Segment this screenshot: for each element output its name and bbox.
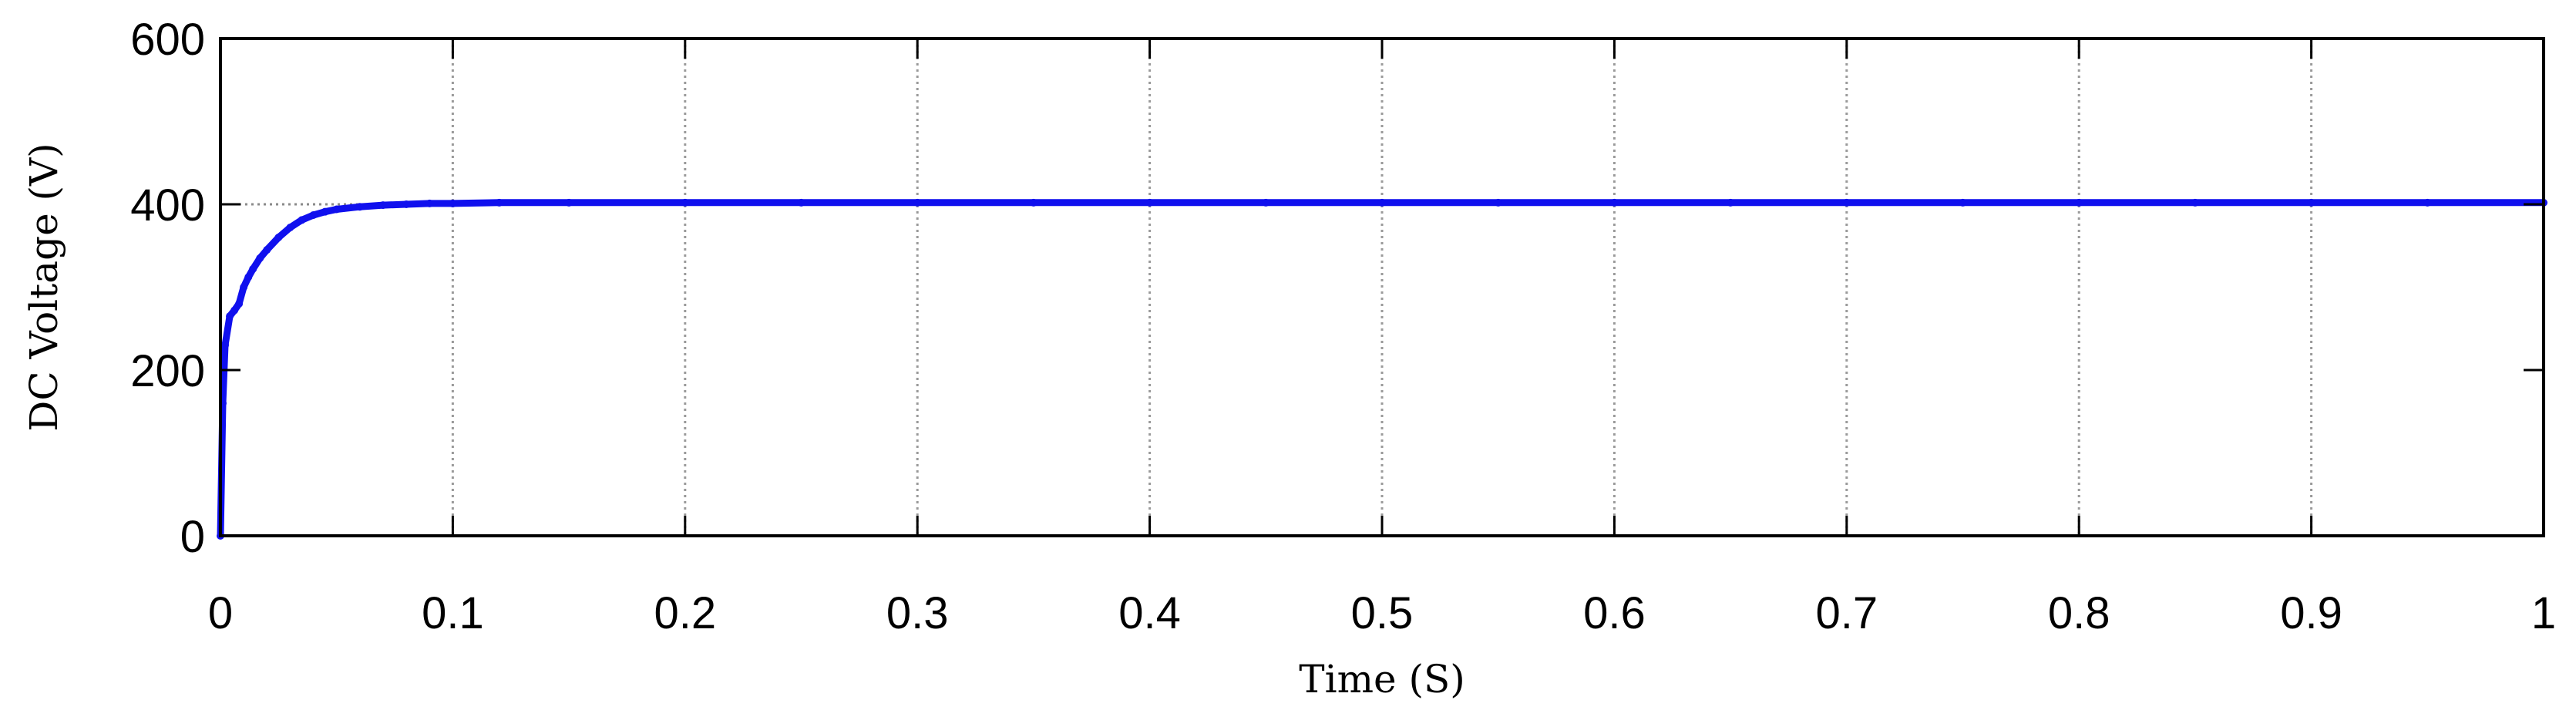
series-0-point-3 — [226, 312, 234, 321]
y-axis-label: DC Voltage (V) — [22, 143, 66, 431]
series-0-point-11 — [274, 234, 283, 241]
y-tick-label-0: 0 — [180, 512, 205, 562]
series-0-point-9 — [256, 254, 264, 262]
x-tick-label-0: 0 — [208, 588, 233, 638]
series-0-point-5 — [235, 300, 244, 308]
x-tick-label-10: 1 — [2531, 588, 2556, 638]
series-0-point-6 — [240, 283, 248, 291]
series-0-point-28 — [1145, 198, 1154, 207]
series-0-point-19 — [402, 200, 411, 208]
y-tick-label-3: 600 — [130, 15, 205, 65]
series-layer — [217, 198, 2547, 540]
series-0-point-34 — [1842, 198, 1851, 207]
series-0-point-20 — [425, 199, 434, 207]
x-tick-labels: 0 0.1 0.2 0.3 0.4 0.5 0.6 0.7 0.8 0.9 1 — [208, 588, 2556, 638]
series-0-point-37 — [2191, 198, 2199, 207]
x-tick-label-4: 0.4 — [1118, 588, 1181, 638]
tick-marks — [219, 37, 2545, 537]
series-0-point-12 — [286, 224, 294, 232]
series-0-point-17 — [355, 203, 364, 211]
x-tick-label-8: 0.8 — [2048, 588, 2110, 638]
x-tick-label-9: 0.9 — [2280, 588, 2342, 638]
series-line-0 — [217, 199, 2547, 540]
series-0-point-27 — [1029, 198, 1037, 207]
series-0-point-8 — [249, 264, 257, 273]
series-0-point-25 — [797, 198, 805, 207]
x-tick-label-6: 0.6 — [1583, 588, 1646, 638]
y-tick-label-1: 200 — [130, 346, 205, 396]
series-0-point-18 — [378, 201, 387, 210]
grid-layer — [451, 39, 2313, 536]
series-0-point-24 — [681, 198, 689, 207]
series-0-point-22 — [495, 198, 503, 207]
series-0-point-16 — [332, 205, 341, 214]
series-0-point-2 — [221, 341, 230, 349]
x-tick-label-5: 0.5 — [1351, 588, 1414, 638]
x-tick-label-2: 0.2 — [654, 588, 716, 638]
x-tick-label-1: 0.1 — [422, 588, 484, 638]
series-0-point-4 — [230, 306, 239, 315]
y-tick-labels: 0 200 400 600 — [130, 15, 205, 562]
series-0-point-36 — [2075, 198, 2083, 207]
series-0-point-7 — [244, 273, 253, 281]
series-0-point-14 — [309, 210, 318, 219]
x-axis-label: Time (S) — [1299, 657, 1465, 702]
series-0-point-33 — [1727, 198, 1735, 207]
y-tick-label-2: 400 — [130, 180, 205, 231]
x-tick-label-3: 0.3 — [886, 588, 949, 638]
series-0-point-26 — [913, 198, 922, 207]
series-0-point-30 — [1378, 198, 1386, 207]
series-0-point-32 — [1610, 198, 1619, 207]
series-0-point-21 — [449, 199, 457, 207]
series-0-point-39 — [2423, 198, 2432, 207]
x-tick-label-7: 0.7 — [1815, 588, 1878, 638]
series-0-point-15 — [321, 207, 329, 216]
series-0-point-13 — [298, 216, 306, 224]
series-0-point-35 — [1959, 198, 1967, 207]
series-0-point-31 — [1494, 198, 1502, 207]
series-0-point-29 — [1262, 198, 1270, 207]
series-0-point-10 — [263, 246, 271, 254]
series-0-point-38 — [2307, 198, 2315, 207]
series-0-point-23 — [565, 198, 573, 207]
